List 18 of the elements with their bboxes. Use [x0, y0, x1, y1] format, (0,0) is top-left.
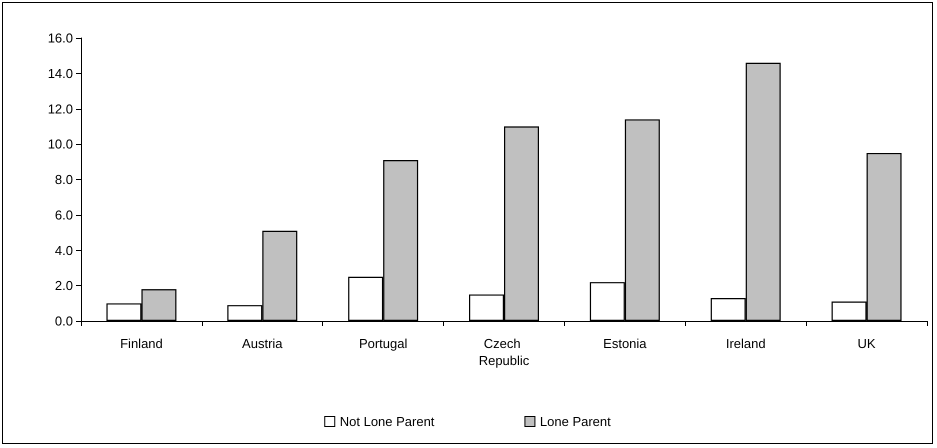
legend-label: Lone Parent — [540, 414, 612, 429]
x-tick-label: Finland — [120, 336, 163, 351]
y-tick-label: 14.0 — [48, 66, 73, 81]
y-tick-label: 16.0 — [48, 30, 73, 46]
y-tick-label: 4.0 — [54, 242, 73, 258]
y-tick-label: 10.0 — [48, 136, 73, 152]
x-tick-label: Czech Republic — [478, 336, 530, 368]
y-tick-label: 0.0 — [54, 314, 73, 328]
x-tick-label: UK — [858, 336, 876, 351]
x-tick-label: Ireland — [726, 336, 766, 351]
y-tick-label: 8.0 — [54, 172, 73, 187]
y-tick-label: 12.0 — [48, 101, 73, 116]
x-tick-label: Austria — [242, 336, 284, 351]
y-tick-label: 2.0 — [54, 278, 73, 294]
legend-label: Not Lone Parent — [340, 414, 435, 429]
x-tick-label: Portugal — [358, 336, 408, 351]
y-tick-label: 6.0 — [54, 207, 73, 222]
x-tick-label: Estonia — [603, 336, 648, 351]
